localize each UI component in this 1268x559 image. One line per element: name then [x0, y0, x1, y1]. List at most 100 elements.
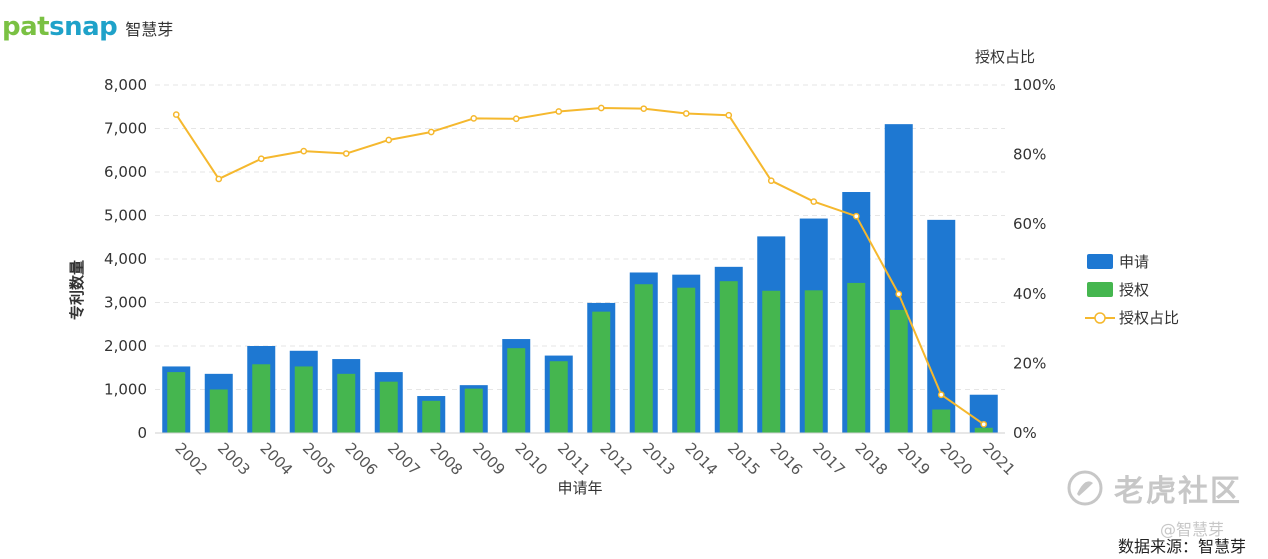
brand-logo-part1: pat — [2, 12, 50, 42]
y-tick-label: 0 — [137, 424, 147, 442]
y-tick-label: 3,000 — [104, 294, 147, 312]
x-tick-label: 2002 — [171, 439, 211, 479]
ratio-point — [725, 111, 733, 119]
x-tick-label: 2004 — [256, 439, 296, 479]
ratio-point — [385, 136, 393, 144]
watermark-sub: @智慧芽 — [1160, 520, 1225, 539]
ratio-point — [852, 212, 860, 220]
x-tick-label: 2007 — [384, 439, 424, 479]
x-tick-label: 2013 — [639, 439, 679, 479]
x-tick-label: 2006 — [341, 439, 381, 479]
watermark: 老虎社区 — [1066, 466, 1242, 510]
x-tick-label: 2016 — [766, 439, 806, 479]
y2-tick-label: 60% — [1013, 215, 1046, 233]
y-axis-title: 专利数量 — [68, 260, 86, 320]
bar-grant — [507, 348, 526, 433]
x-tick-label: 2020 — [936, 439, 976, 479]
brand-logo-cn: 智慧芽 — [125, 20, 174, 39]
legend-label-ratio: 授权占比 — [1119, 309, 1179, 327]
bar-grant — [252, 364, 271, 433]
x-tick-label: 2018 — [851, 439, 891, 479]
y-tick-label: 5,000 — [104, 207, 147, 225]
ratio-point — [470, 115, 478, 122]
ratio-point — [597, 104, 605, 112]
source-note: 数据来源：智慧芽 — [1118, 537, 1247, 556]
y2-tick-label: 20% — [1013, 354, 1046, 372]
brand-logo: patsnap 智慧芽 — [2, 12, 173, 42]
bar-grant — [464, 388, 483, 433]
ratio-point — [640, 105, 648, 113]
y2-axis-title: 授权占比 — [975, 48, 1035, 66]
x-tick-label: 2005 — [299, 439, 339, 479]
brand-logo-wordmark: patsnap — [2, 12, 118, 42]
y2-tick-label: 100% — [1013, 76, 1056, 94]
ratio-point — [257, 155, 265, 163]
bar-grant — [422, 400, 441, 433]
ratio-point — [810, 198, 818, 205]
ratio-point — [555, 108, 563, 115]
bar-grant — [167, 372, 186, 433]
legend-swatch-application — [1087, 254, 1113, 269]
ratio-point — [215, 175, 223, 183]
bar-grant — [889, 309, 908, 433]
bar-grant — [209, 389, 228, 433]
x-tick-label: 2015 — [724, 439, 764, 479]
bars — [162, 124, 998, 434]
y2-tick-label: 40% — [1013, 285, 1046, 303]
ratio-point — [172, 111, 180, 118]
bar-grant — [549, 361, 568, 433]
ratio-point — [895, 290, 903, 298]
y2-tick-label: 80% — [1013, 146, 1046, 164]
y-tick-label: 8,000 — [104, 76, 147, 94]
grid-lines — [155, 84, 1005, 390]
ratio-point — [980, 420, 988, 428]
x-tick-label: 2003 — [214, 439, 254, 479]
ratio-point — [300, 147, 308, 155]
watermark-text: 老虎社区 — [1114, 474, 1242, 509]
brand-logo-part2: snap — [49, 12, 118, 42]
y-tick-label: 6,000 — [104, 163, 147, 181]
legend-swatch-grant — [1087, 282, 1113, 297]
ratio-point — [342, 150, 350, 157]
bar-grant — [337, 373, 356, 433]
ratio-point — [427, 128, 435, 136]
x-tick-label: 2009 — [469, 439, 509, 479]
legend-swatch-ratio-marker — [1094, 312, 1106, 324]
y-tick-label: 2,000 — [104, 337, 147, 355]
y-tick-label: 1,000 — [104, 381, 147, 399]
x-tick-label: 2014 — [681, 439, 721, 479]
x-tick-label: 2011 — [554, 439, 594, 479]
x-axis-title: 申请年 — [557, 479, 602, 497]
bar-grant — [762, 290, 781, 433]
bar-grant — [379, 381, 398, 433]
x-tick-label: 2021 — [979, 439, 1019, 479]
ratio-point — [767, 177, 775, 185]
x-tick-label: 2008 — [426, 439, 466, 479]
y-tick-label: 4,000 — [104, 250, 147, 268]
ratio-line — [172, 104, 988, 428]
ratio-point — [682, 110, 690, 117]
legend-label-application: 申请 — [1119, 253, 1149, 271]
bar-grant — [804, 290, 823, 433]
bar-grant — [974, 427, 993, 433]
bar-grant — [294, 366, 313, 433]
bar-grant — [592, 311, 611, 433]
x-tick-label: 2010 — [511, 439, 551, 479]
ratio-point — [512, 115, 520, 123]
x-tick-label: 2019 — [894, 439, 934, 479]
bar-grant — [677, 287, 696, 433]
y2-tick-label: 0% — [1013, 424, 1037, 442]
bar-grant — [847, 282, 866, 433]
y-tick-label: 7,000 — [104, 120, 147, 138]
bar-grant — [634, 284, 653, 433]
legend-label-grant: 授权 — [1119, 281, 1149, 299]
ratio-point — [937, 391, 945, 399]
x-tick-label: 2012 — [596, 439, 636, 479]
x-tick-label: 2017 — [809, 439, 849, 479]
bar-grant — [932, 409, 951, 433]
watermark-logo-icon — [1067, 470, 1103, 506]
ratio-line-path — [175, 106, 985, 426]
bar-grant — [719, 281, 738, 433]
